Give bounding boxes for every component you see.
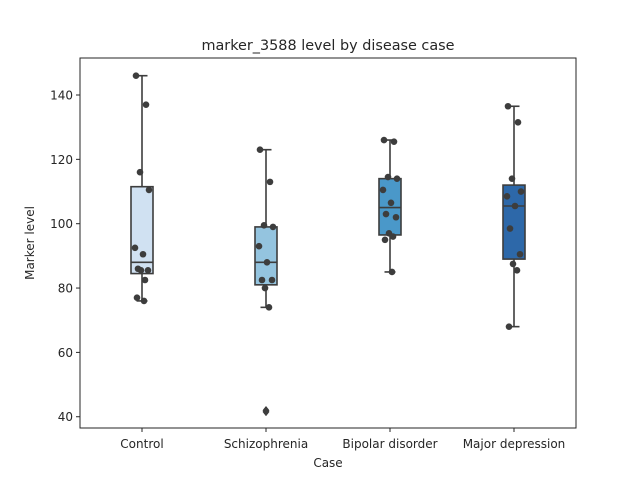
data-point [504,102,512,110]
data-point [145,186,153,194]
data-point [141,276,149,284]
data-point [393,175,401,182]
box-iqr [254,226,278,286]
data-point [269,223,277,231]
data-point [503,193,511,200]
data-point [263,259,271,266]
y-tick-label: 80 [58,282,73,296]
box-iqr [130,185,154,275]
point-series [131,72,525,330]
data-point [139,250,147,258]
y-tick-label: 140 [50,89,73,103]
data-point [255,242,263,250]
outlier-marker [262,407,270,417]
chart-title: marker_3588 level by disease case [201,38,454,54]
data-point [140,297,148,305]
data-point [514,119,522,126]
data-point [136,168,144,176]
box-iqr [502,184,526,260]
data-point [388,268,396,276]
y-tick-label: 40 [58,410,73,424]
data-point [137,267,145,274]
data-point [508,175,516,182]
data-point [131,244,139,252]
x-tick-label: Major depression [463,437,566,451]
data-point [390,138,398,145]
data-point [265,304,273,311]
data-point [387,199,395,207]
data-point [379,186,387,194]
x-axis-label: Case [313,456,342,470]
x-axis: Control Schizophrenia Bipolar disorder Majo… [120,428,565,451]
y-axis: 40 60 80 100 120 140 [50,89,80,424]
data-point [142,101,150,108]
data-point [506,225,514,232]
data-point [505,323,513,330]
data-point [517,188,525,195]
data-point [258,276,266,284]
data-point [380,136,388,144]
data-point [382,210,390,218]
data-point [389,233,397,240]
y-tick-label: 120 [50,153,73,167]
data-point [511,202,519,210]
data-point [144,267,152,274]
x-tick-label: Control [120,437,163,451]
data-point [509,260,517,268]
y-axis-label: Marker level [23,206,37,280]
data-point [133,294,141,301]
data-point [260,222,268,229]
data-point [266,178,274,186]
data-point [381,236,389,244]
data-point [513,267,521,274]
x-tick-label: Schizophrenia [224,437,308,451]
y-tick-label: 100 [50,217,73,231]
data-point [392,213,400,221]
y-tick-label: 60 [58,346,73,360]
data-point [268,276,276,284]
x-tick-label: Bipolar disorder [342,437,437,451]
data-point [132,72,140,79]
plot-area [79,57,577,429]
data-point [384,173,392,181]
data-point [261,284,269,292]
data-point [256,146,264,153]
data-point [516,250,524,258]
